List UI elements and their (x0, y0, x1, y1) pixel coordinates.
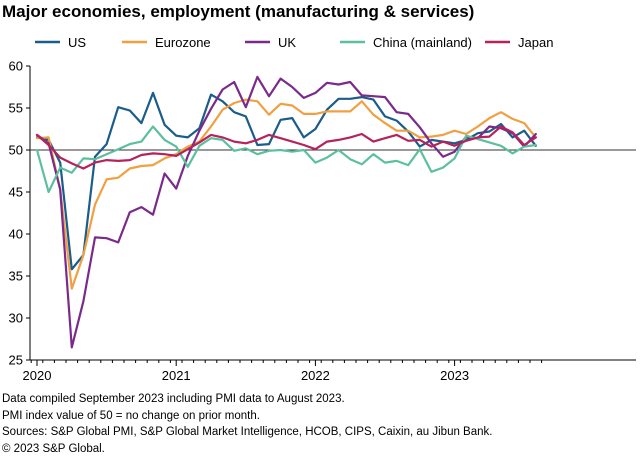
legend-label-2: UK (278, 35, 296, 50)
chart-title: Major economies, employment (manufacturi… (2, 2, 475, 21)
y-tick-label-5: 50 (9, 143, 23, 158)
y-tick-label-0: 25 (9, 353, 23, 368)
series-line-china-mainland (35, 125, 537, 194)
chart-notes: Data compiled September 2023 including P… (2, 391, 492, 457)
legend-label-3: China (mainland) (373, 35, 472, 50)
series-line-uk (35, 75, 537, 349)
note-data-compiled: Data compiled September 2023 including P… (2, 393, 345, 405)
legend-label-0: US (68, 35, 86, 50)
legend-label-1: Eurozone (155, 35, 211, 50)
y-tick-label-4: 45 (9, 185, 23, 200)
y-tick-label-7: 60 (9, 59, 23, 74)
y-tick-label-2: 35 (9, 269, 23, 284)
note-pmi-definition: PMI index value of 50 = no change on pri… (2, 409, 260, 422)
series-line-us (35, 91, 537, 271)
x-tick-label-0: 2020 (23, 368, 52, 383)
y-tick-label-6: 55 (9, 101, 23, 116)
y-tick-label-1: 30 (9, 311, 23, 326)
series-line-eurozone (35, 98, 537, 290)
employment-line-chart: US Eurozone UK China (mainland) Japan 25 30 35 4… (9, 35, 636, 383)
y-tick-label-3: 40 (9, 227, 23, 242)
x-tick-label-2: 2022 (301, 368, 330, 383)
x-tick-label-1: 2021 (162, 368, 191, 383)
series-line-japan (35, 125, 537, 170)
x-tick-label-3: 2023 (440, 368, 469, 383)
legend-label-4: Japan (518, 35, 553, 50)
note-sources: Sources: S&P Global PMI, S&P Global Mark… (2, 426, 493, 438)
note-copyright: © 2023 S&P Global. (2, 442, 105, 455)
